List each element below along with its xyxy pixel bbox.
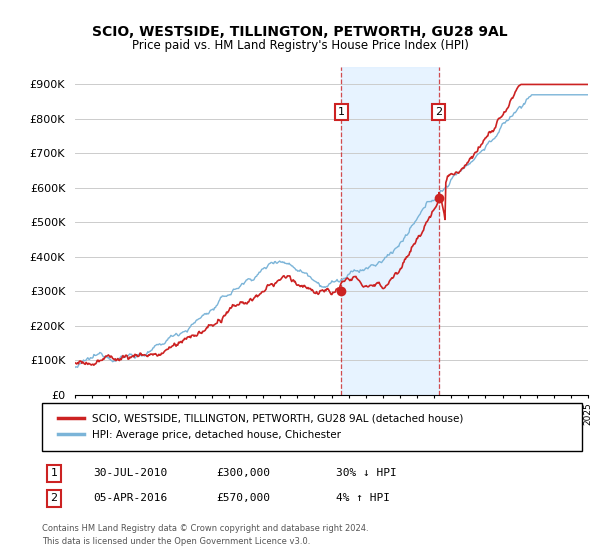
Legend: SCIO, WESTSIDE, TILLINGTON, PETWORTH, GU28 9AL (detached house), HPI: Average pr: SCIO, WESTSIDE, TILLINGTON, PETWORTH, GU… — [53, 408, 469, 446]
Text: £300,000: £300,000 — [216, 468, 270, 478]
Text: 2: 2 — [50, 493, 58, 503]
Text: Contains HM Land Registry data © Crown copyright and database right 2024.
This d: Contains HM Land Registry data © Crown c… — [42, 524, 368, 545]
Text: 1: 1 — [338, 107, 345, 117]
Text: £570,000: £570,000 — [216, 493, 270, 503]
Text: 1: 1 — [50, 468, 58, 478]
Text: 2: 2 — [435, 107, 442, 117]
Text: 30-JUL-2010: 30-JUL-2010 — [93, 468, 167, 478]
Text: 05-APR-2016: 05-APR-2016 — [93, 493, 167, 503]
Text: SCIO, WESTSIDE, TILLINGTON, PETWORTH, GU28 9AL: SCIO, WESTSIDE, TILLINGTON, PETWORTH, GU… — [92, 26, 508, 39]
Text: 4% ↑ HPI: 4% ↑ HPI — [336, 493, 390, 503]
Text: 30% ↓ HPI: 30% ↓ HPI — [336, 468, 397, 478]
Text: Price paid vs. HM Land Registry's House Price Index (HPI): Price paid vs. HM Land Registry's House … — [131, 39, 469, 53]
Bar — [341, 67, 439, 395]
